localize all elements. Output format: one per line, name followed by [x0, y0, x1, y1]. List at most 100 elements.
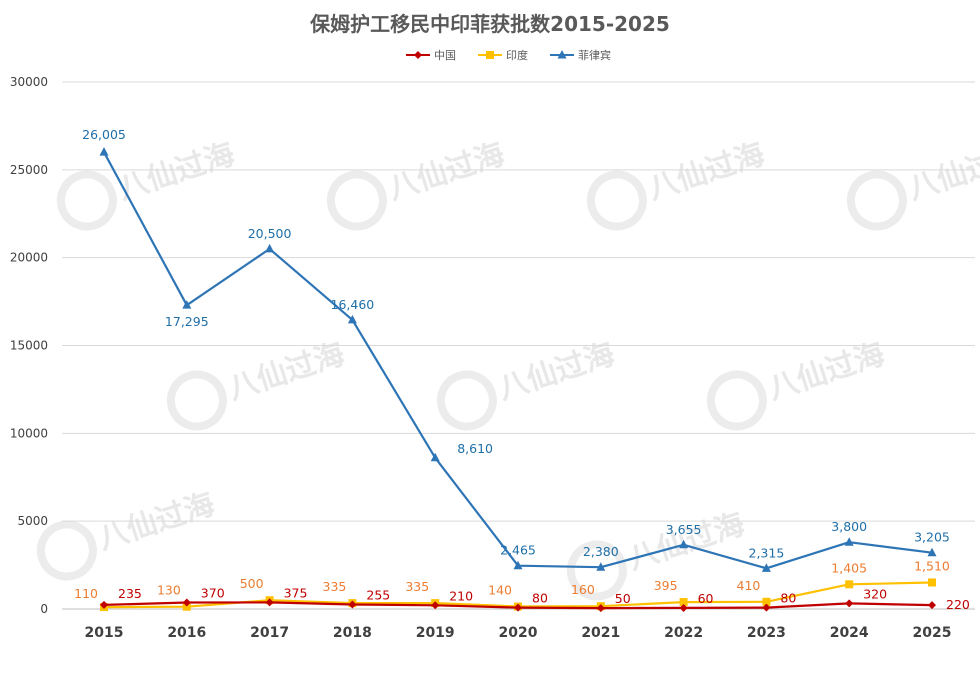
data-point [265, 243, 275, 253]
watermark-logo-mark [706, 370, 767, 431]
data-point [761, 563, 771, 572]
data-labels: 26,005 17,295 20,500 16,460 8,610 2,465 2,380 3… [74, 127, 970, 612]
data-label: 130 [157, 583, 181, 598]
legend-label: 印度 [506, 48, 528, 62]
x-tick-label: 2019 [416, 625, 455, 641]
data-label: 17,295 [165, 314, 209, 329]
watermark: 八仙过海 [706, 337, 889, 431]
data-label: 3,655 [666, 522, 702, 537]
watermark: 八仙过海 [436, 337, 619, 431]
data-point [596, 562, 606, 571]
watermark: 八仙过海 [326, 137, 509, 231]
data-label: 3,800 [831, 519, 867, 534]
data-point [845, 580, 854, 589]
chart-title: 保姆护工移民中印菲获批数2015-2025 [310, 12, 670, 36]
data-label: 60 [698, 591, 714, 606]
data-point [927, 547, 937, 557]
watermark-logo-mark [586, 170, 647, 231]
x-tick-label: 2025 [913, 625, 952, 641]
data-label: 375 [284, 585, 308, 600]
x-tick-label: 2018 [333, 625, 372, 641]
data-point [762, 603, 771, 612]
x-tick-label: 2016 [167, 625, 206, 641]
x-tick-label: 2020 [499, 625, 538, 641]
legend-item: 印度 [478, 48, 528, 62]
data-point [928, 578, 936, 587]
x-tick-label: 2023 [747, 625, 786, 641]
x-axis-ticks: 2015 2016 2017 2018 2019 2020 2021 2022 2023 2024… [85, 625, 952, 641]
y-axis-ticks: 0 5000 10000 15000 20000 25000 30000 [10, 75, 48, 616]
y-tick-label: 15000 [10, 339, 48, 353]
data-label: 320 [863, 586, 887, 601]
data-label: 1,510 [914, 558, 950, 573]
data-label: 110 [74, 586, 98, 601]
data-label: 1,405 [831, 560, 867, 575]
data-label: 50 [615, 591, 631, 606]
data-label: 370 [201, 586, 225, 601]
data-point [513, 560, 523, 570]
x-tick-label: 2024 [830, 625, 869, 641]
watermark-logo-mark [436, 370, 497, 431]
data-label: 255 [366, 588, 390, 603]
data-point [348, 600, 357, 609]
watermark-logo-mark [846, 170, 907, 231]
y-tick-label: 0 [40, 602, 48, 616]
watermark-text: 八仙过海 [904, 137, 980, 207]
data-point [100, 600, 108, 609]
data-label: 20,500 [248, 226, 292, 241]
watermark-text: 八仙过海 [764, 337, 889, 407]
data-label: 500 [240, 576, 264, 591]
y-tick-label: 10000 [10, 426, 48, 440]
legend-label: 中国 [434, 49, 456, 62]
watermark: 八仙过海 [846, 137, 980, 231]
data-label: 140 [488, 583, 512, 598]
data-point [679, 598, 688, 607]
data-label: 395 [654, 578, 678, 593]
data-label: 2,315 [749, 545, 785, 560]
data-label: 2,465 [500, 543, 536, 558]
watermark-logo-mark [326, 170, 387, 231]
series-layer: 26,005 17,295 20,500 16,460 8,610 2,465 2,380 3… [74, 127, 970, 612]
series-菲律宾 [99, 147, 937, 572]
legend-item: 中国 [406, 49, 456, 62]
watermark-logo-mark [166, 370, 227, 431]
x-tick-label: 2021 [581, 625, 620, 641]
x-tick-label: 2017 [250, 625, 289, 641]
watermark-text: 八仙过海 [494, 337, 619, 407]
watermark: 八仙过海 [166, 337, 349, 431]
data-point [845, 599, 854, 608]
grid-lines [62, 81, 975, 610]
watermark-text: 八仙过海 [114, 137, 239, 207]
data-point [430, 452, 440, 462]
data-label: 210 [449, 588, 473, 603]
watermark-text: 八仙过海 [624, 507, 749, 577]
data-point [596, 604, 605, 613]
data-point [182, 598, 191, 607]
data-label: 16,460 [331, 297, 375, 312]
data-label: 3,205 [914, 530, 950, 545]
y-tick-label: 25000 [10, 163, 48, 177]
data-point [347, 314, 357, 324]
data-label: 160 [571, 582, 595, 597]
data-point [928, 601, 936, 610]
data-point [265, 598, 274, 607]
data-label: 26,005 [82, 127, 126, 142]
legend-swatch-marker [486, 51, 494, 59]
watermark: 八仙过海 [586, 137, 769, 231]
legend-swatch-marker [557, 50, 567, 59]
data-point [431, 601, 440, 610]
data-label: 335 [323, 579, 347, 594]
data-point [844, 537, 854, 546]
data-label: 335 [405, 579, 429, 594]
legend: 中国 印度 菲律宾 [406, 48, 611, 62]
data-label: 2,380 [583, 544, 619, 559]
series-中国 [100, 598, 936, 613]
legend-swatch-marker [414, 51, 422, 59]
data-point [679, 539, 689, 549]
data-label: 80 [532, 591, 548, 606]
y-tick-label: 20000 [10, 251, 48, 265]
legend-item: 菲律宾 [550, 48, 611, 62]
watermark-text: 八仙过海 [94, 487, 219, 557]
